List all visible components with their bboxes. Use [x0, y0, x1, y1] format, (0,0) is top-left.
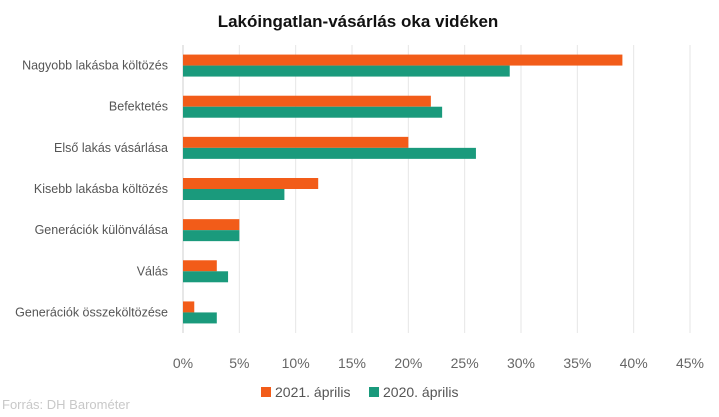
- bar: [183, 219, 240, 231]
- bar: [183, 178, 319, 189]
- x-tick-label: 35%: [563, 355, 591, 371]
- category-labels: Nagyobb lakásba költözés Befektetés Első l…: [15, 59, 168, 320]
- x-tick-label: 45%: [676, 355, 704, 371]
- legend-label-2021: 2021. április: [275, 384, 351, 400]
- x-tick-label: 5%: [229, 355, 249, 371]
- bar: [183, 147, 476, 159]
- legend-swatch-2021: [261, 387, 271, 397]
- x-tick-label: 0%: [173, 355, 193, 371]
- bar: [183, 312, 217, 324]
- bar: [183, 271, 229, 283]
- bar: [183, 95, 431, 107]
- x-tick-label: 15%: [338, 355, 366, 371]
- x-tick-label: 20%: [394, 355, 422, 371]
- category-label: Válás: [137, 264, 168, 278]
- category-label: Generációk különválása: [35, 223, 168, 237]
- category-label: Első lakás vásárlása: [54, 141, 168, 155]
- bar: [183, 260, 217, 272]
- category-label: Befektetés: [109, 100, 168, 114]
- x-tick-label: 25%: [451, 355, 479, 371]
- category-label: Kisebb lakásba költözés: [34, 182, 168, 196]
- legend: 2021. április 2020. április: [261, 384, 459, 400]
- bars: [183, 54, 623, 324]
- bar: [183, 301, 195, 313]
- category-label: Nagyobb lakásba költözés: [22, 59, 168, 73]
- x-tick-labels: 0% 5% 10% 15% 20% 25% 30% 35% 40% 45%: [173, 355, 704, 371]
- category-label: Generációk összeköltözése: [15, 305, 168, 319]
- x-tick-label: 40%: [620, 355, 648, 371]
- bar: [183, 230, 240, 242]
- bar: [183, 189, 285, 200]
- legend-swatch-2020: [369, 387, 379, 397]
- legend-label-2020: 2020. április: [383, 384, 459, 400]
- chart-title: Lakóingatlan-vásárlás oka vidéken: [218, 12, 499, 31]
- bar: [183, 54, 623, 66]
- x-tick-label: 30%: [507, 355, 535, 371]
- grid-lines: [182, 45, 691, 333]
- bar: [183, 65, 510, 77]
- source-note: Forrás: DH Barométer: [2, 397, 131, 412]
- x-tick-label: 10%: [282, 355, 310, 371]
- bar: [183, 136, 409, 148]
- bar: [183, 106, 443, 118]
